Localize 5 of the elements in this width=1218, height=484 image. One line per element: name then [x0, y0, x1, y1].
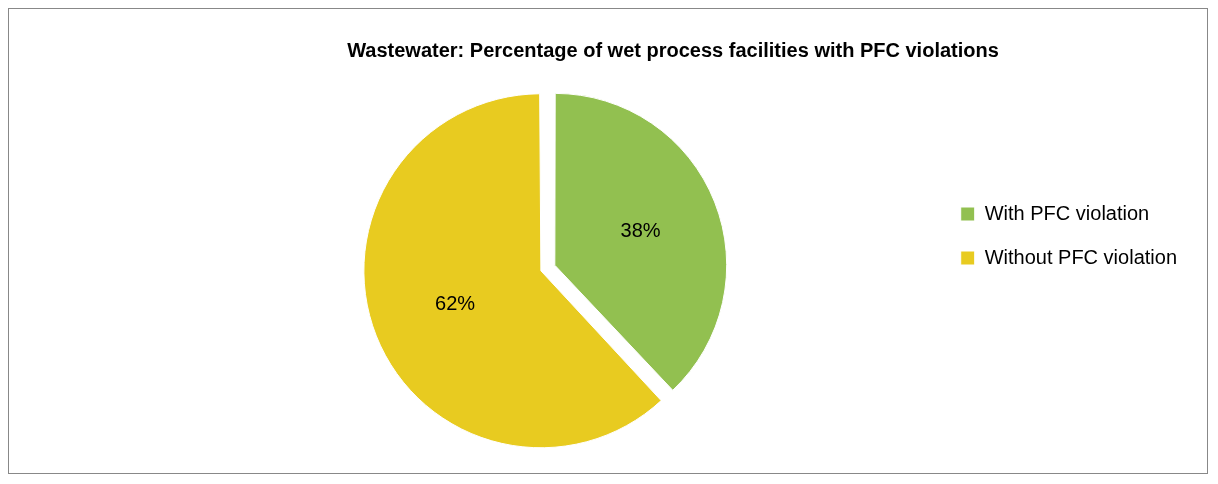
legend-label: Without PFC violation: [984, 245, 1177, 268]
data-label: 62%: [435, 292, 476, 315]
legend-label: With PFC violation: [984, 201, 1150, 224]
data-label: 38%: [620, 218, 661, 241]
chart-title: Wastewater: Percentage of wet process facilities with PFC violations: [347, 38, 999, 61]
